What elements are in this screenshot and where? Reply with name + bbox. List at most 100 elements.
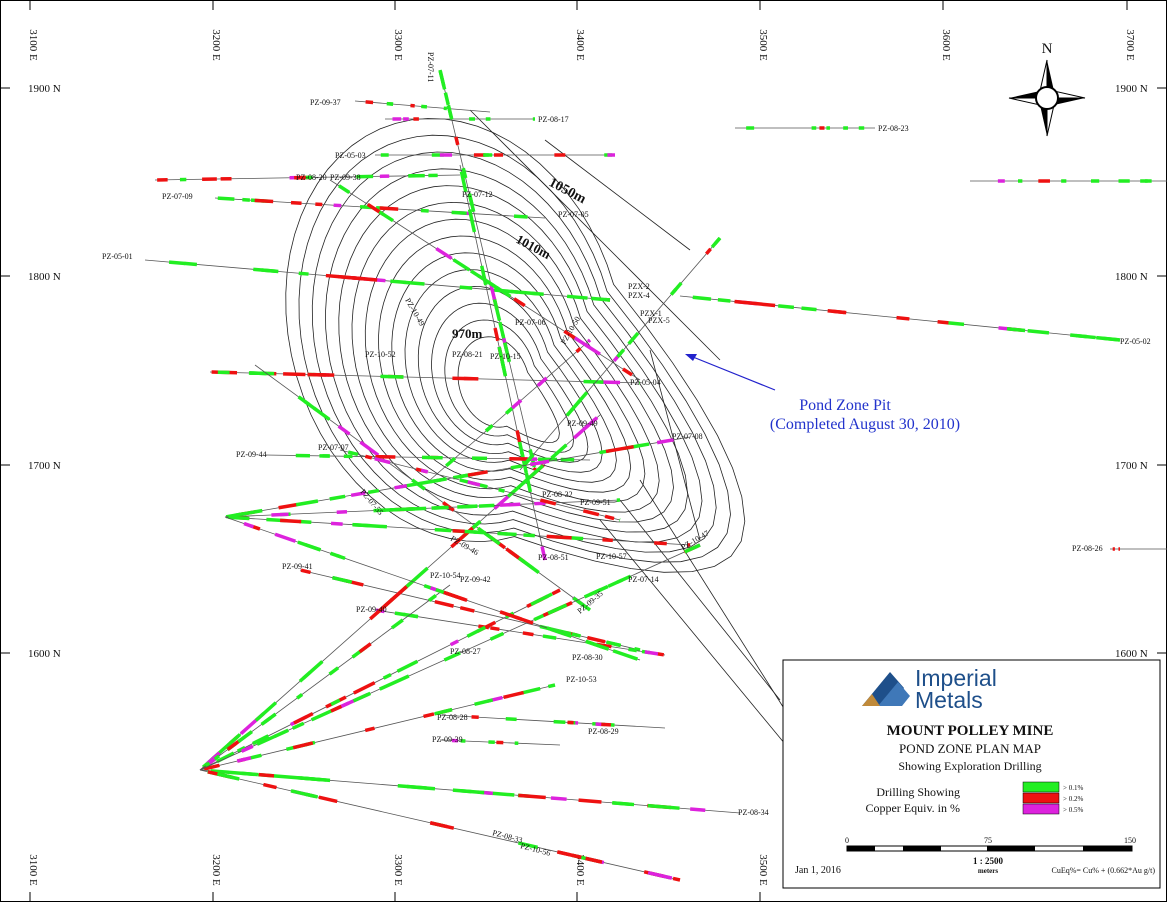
assay-interval [443,590,466,602]
assay-interval [291,721,305,730]
assay-interval [272,774,303,780]
pit-contour [351,201,674,523]
annotation-subtitle: (Completed August 30, 2010) [770,416,960,433]
assay-interval [467,470,488,477]
assay-interval [208,757,216,765]
key-title: Drilling Showing [876,785,960,799]
legend-description: Showing Exploration Drilling [898,759,1041,773]
assay-interval [672,281,683,294]
assay-interval [396,659,419,673]
assay-interval [467,480,481,487]
assay-interval [585,856,603,864]
assay-interval [236,745,246,753]
assay-interval [459,285,473,290]
assay-interval [337,184,351,194]
drill-hole-label: PZ-09-41 [282,562,313,571]
drill-hole-label: PZ-09-37 [310,98,341,107]
assay-interval [497,531,508,536]
logo-text: Imperial [915,665,997,691]
assay-interval [336,553,346,561]
drill-hole-label: PZ-07-09 [162,192,193,201]
scale-tick: 0 [845,836,849,845]
assay-interval [423,712,435,719]
assay-interval [461,167,468,179]
y-grid-label: 1700 N [1115,460,1148,472]
drill-hole-label: PZ-08-28 [437,713,468,722]
drill-hole-label: PZ-08-21 [452,350,483,359]
x-grid-label: 3200 E [210,854,222,886]
assay-interval [271,512,289,517]
assay-interval [470,221,477,233]
assay-interval [428,477,447,484]
assay-interval [300,568,311,575]
legend-subtitle: POND ZONE PLAN MAP [899,741,1041,756]
assay-interval [505,717,517,722]
assay-interval [493,493,512,510]
pit-contour [298,134,731,563]
assay-interval [523,456,533,466]
assay-interval [582,509,600,517]
drill-hole-label: PZ-08-32 [542,490,573,499]
assay-interval [299,519,312,524]
assay-interval [692,295,712,301]
assay-interval [340,577,353,584]
legend-swatch [1022,781,1060,793]
assay-interval [312,406,331,421]
assay-interval [585,343,601,356]
assay-interval [621,367,633,377]
date: Jan 1, 2016 [795,865,841,876]
assay-interval [203,763,220,771]
assay-interval [318,795,338,804]
assay-interval [380,507,398,513]
assay-interval [517,841,538,850]
assay-interval [274,728,290,738]
assay-interval [566,294,588,300]
assay-interval [529,459,550,467]
pit-contour [338,185,689,533]
assay-interval [368,523,387,529]
assay-interval [683,543,701,554]
assay-interval [510,464,523,470]
drill-trace [209,371,641,384]
assay-interval [612,801,635,807]
assay-interval [227,733,242,747]
drill-hole-label: PZ-10-15 [490,352,521,361]
assay-interval [443,651,461,662]
assay-interval [290,789,314,798]
assay-interval [283,372,306,377]
x-grid-label: 3100 E [27,29,39,61]
drill-hole-label: PZX-5 [648,316,670,325]
legend-title: MOUNT POLLEY MINE [887,723,1054,739]
legend-label: > 0.5% [1063,806,1083,814]
assay-interval [254,701,278,722]
assay-interval [705,247,712,255]
assay-interval [523,533,535,538]
assay-interval [252,734,270,746]
assay-interval [296,693,304,700]
assay-interval [434,600,454,608]
assay-interval [585,639,604,650]
assay-interval [546,534,572,540]
drill-holes [144,69,1167,882]
assay-interval [378,210,394,223]
assay-interval [469,269,481,279]
assay-interval [1102,336,1121,342]
assay-interval [243,521,255,529]
assay-interval [896,315,910,321]
assay-interval [749,301,776,308]
assay-interval [778,304,795,310]
assay-interval [484,425,492,433]
drill-hole-label: PZ-07-08 [672,432,703,441]
y-grid-label: 1800 N [28,271,61,283]
arrow-head [685,354,697,361]
pit-contour [404,269,617,483]
assay-interval [263,782,277,790]
assay-interval [616,574,632,584]
assay-interval [539,498,557,506]
assay-interval [216,751,235,764]
assay-interval [489,631,505,641]
assay-interval [477,274,496,288]
assay-interval [350,491,366,498]
assay-interval [446,105,454,120]
